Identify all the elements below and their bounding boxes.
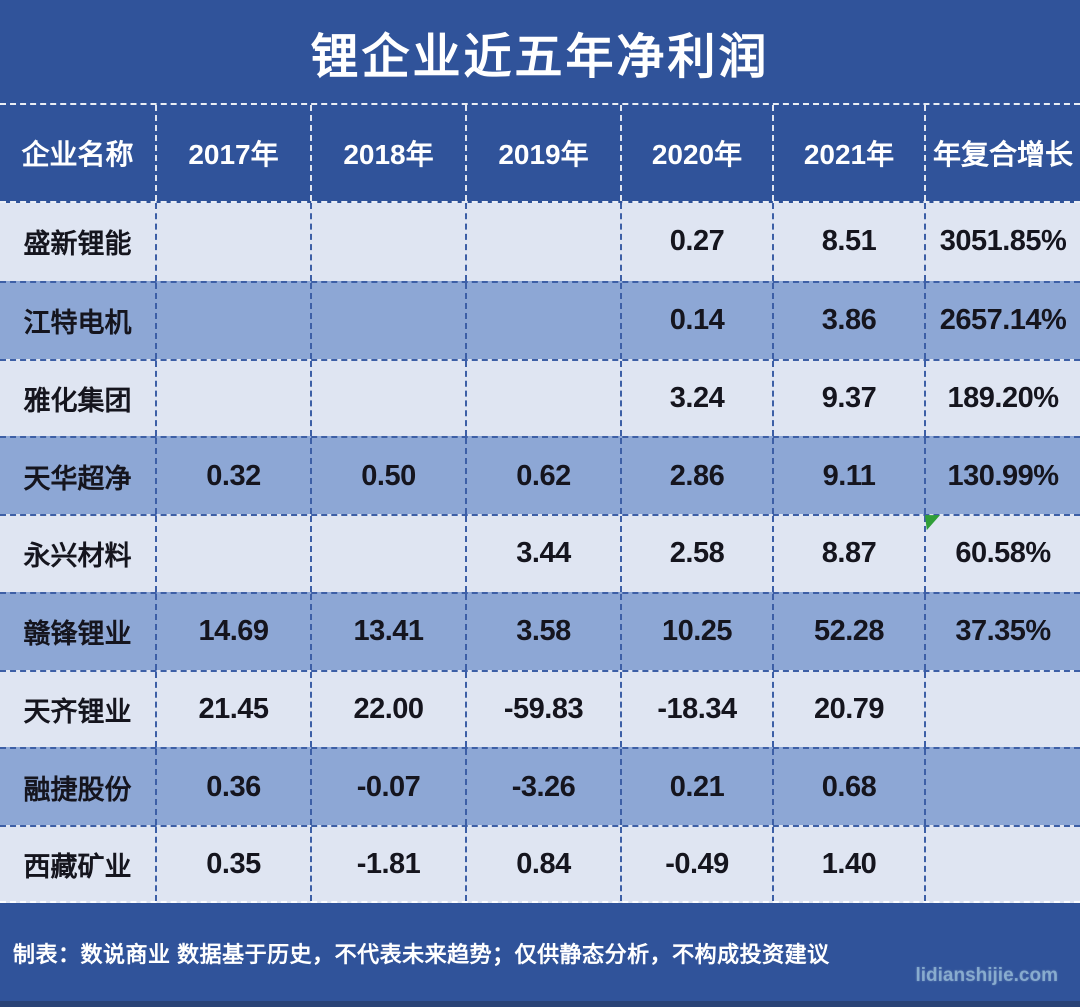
value-cell (924, 671, 1080, 748)
value-cell: 22.00 (310, 671, 465, 748)
company-name-cell: 雅化集团 (23, 385, 132, 416)
value-cell: 0.36 (155, 749, 310, 826)
column-header: 企业名称 (21, 139, 134, 170)
value-cell (924, 827, 1080, 901)
table-row: 融捷股份 0.36 -0.07 -3.26 0.21 0.68 (0, 747, 1080, 826)
company-name-cell: 江特电机 (23, 308, 132, 339)
value-cell (465, 282, 620, 359)
value-cell: -18.34 (620, 671, 772, 748)
value-cell: 20.79 (772, 671, 924, 748)
footer-note: 制表：数说商业 数据基于历史，不代表未来趋势；仅供静态分析，不构成投资建议 (13, 942, 830, 967)
value-cell: 8.87 (772, 516, 924, 592)
column-header: 2021年 (772, 105, 924, 201)
company-name-cell: 融捷股份 (23, 774, 132, 805)
value-cell (155, 360, 310, 437)
table-row: 天华超净 0.32 0.50 0.62 2.86 9.11 130.99% (0, 436, 1080, 515)
table-row: 雅化集团 3.24 9.37 189.20% (0, 358, 1080, 437)
value-cell: -1.81 (310, 827, 465, 901)
table-row: 天齐锂业 21.45 22.00 -59.83 -18.34 20.79 (0, 669, 1080, 748)
column-header: 2018年 (310, 105, 465, 201)
company-name-cell: 永兴材料 (23, 541, 132, 572)
value-cell: 3.86 (772, 282, 924, 359)
company-name-cell: 天齐锂业 (23, 697, 132, 728)
value-cell: 0.35 (155, 827, 310, 901)
table-row: 盛新锂能 0.27 8.51 3051.85% (0, 203, 1080, 281)
value-cell: 3.58 (465, 593, 620, 670)
value-cell: 0.84 (465, 827, 620, 901)
value-cell: 0.62 (465, 438, 620, 515)
company-name-cell: 盛新锂能 (23, 229, 132, 260)
watermark-text: lidianshijie.com (915, 965, 1058, 986)
footer-band: 制表：数说商业 数据基于历史，不代表未来趋势；仅供静态分析，不构成投资建议 li… (0, 903, 1080, 1007)
value-cell: -0.07 (310, 749, 465, 826)
value-cell: 52.28 (772, 593, 924, 670)
value-cell (465, 360, 620, 437)
table-row: 西藏矿业 0.35 -1.81 0.84 -0.49 1.40 (0, 825, 1080, 903)
value-cell (310, 203, 465, 281)
value-cell: 9.11 (772, 438, 924, 515)
value-cell: 2.86 (620, 438, 772, 515)
value-cell: 0.21 (620, 749, 772, 826)
value-cell: 8.51 (772, 203, 924, 281)
value-cell: 0.68 (772, 749, 924, 826)
value-cell: 10.25 (620, 593, 772, 670)
value-cell (310, 360, 465, 437)
value-cell: 2.58 (620, 516, 772, 592)
value-cell: 21.45 (155, 671, 310, 748)
value-cell (155, 203, 310, 281)
table-row: 永兴材料 3.44 2.58 8.87 60.58% (0, 514, 1080, 592)
title-band: 锂企业近五年净利润 (0, 0, 1080, 103)
value-cell: 0.27 (620, 203, 772, 281)
page-title: 锂企业近五年净利润 (310, 30, 770, 84)
value-cell: -59.83 (465, 671, 620, 748)
value-cell: 1.40 (772, 827, 924, 901)
value-cell: 0.32 (155, 438, 310, 515)
value-cell: 189.20% (924, 360, 1080, 437)
column-header: 2020年 (620, 105, 772, 201)
green-triangle-marker-icon (925, 515, 940, 531)
value-cell (310, 516, 465, 592)
value-cell (155, 282, 310, 359)
value-cell (924, 749, 1080, 826)
value-cell: 0.50 (310, 438, 465, 515)
table-header-row: 企业名称 2017年 2018年 2019年 2020年 2021年 年复合增长 (0, 103, 1080, 203)
value-cell: 2657.14% (924, 282, 1080, 359)
value-cell: 3.44 (465, 516, 620, 592)
company-name-cell: 天华超净 (23, 463, 132, 494)
value-cell: 130.99% (924, 438, 1080, 515)
value-cell: 0.14 (620, 282, 772, 359)
value-cell: 60.58% (924, 515, 1080, 592)
table-row: 赣锋锂业 14.69 13.41 3.58 10.25 52.28 37.35% (0, 591, 1080, 670)
value-cell: 37.35% (924, 593, 1080, 670)
value-cell: 3.24 (620, 360, 772, 437)
column-header: 年复合增长 (924, 105, 1080, 201)
value-cell (155, 516, 310, 592)
value-cell: 14.69 (155, 593, 310, 670)
table-row: 江特电机 0.14 3.86 2657.14% (0, 280, 1080, 359)
value-cell (310, 282, 465, 359)
value-cell: 9.37 (772, 360, 924, 437)
value-cell: 3051.85% (924, 203, 1080, 281)
table-body: 盛新锂能 0.27 8.51 3051.85% 江特电机 0.14 3.86 2657.14%… (0, 203, 1080, 903)
column-header: 2019年 (465, 105, 620, 201)
value-cell: -3.26 (465, 749, 620, 826)
value-cell (465, 203, 620, 281)
company-name-cell: 西藏矿业 (23, 851, 132, 882)
value-cell: 13.41 (310, 593, 465, 670)
company-name-cell: 赣锋锂业 (23, 619, 132, 650)
value-cell: -0.49 (620, 827, 772, 901)
column-header: 2017年 (155, 105, 310, 201)
